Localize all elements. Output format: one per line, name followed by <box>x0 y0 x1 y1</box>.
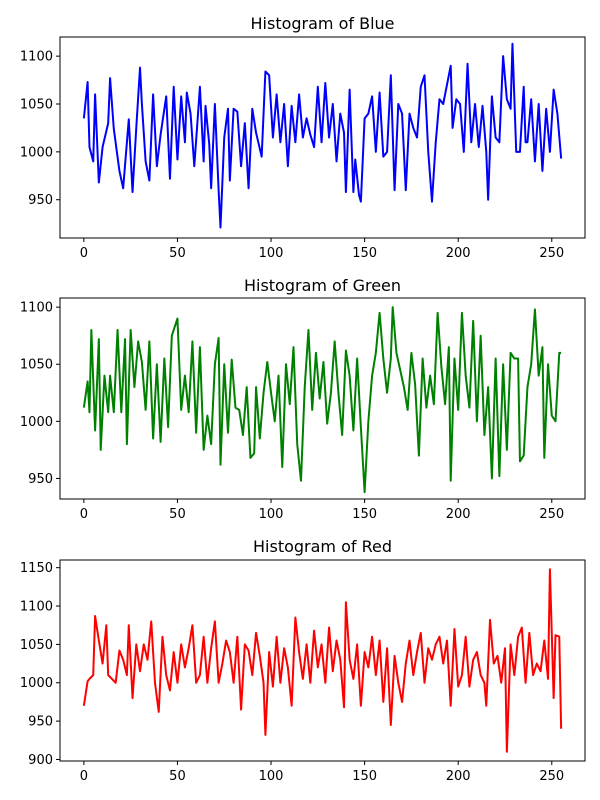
x-tick-label: 100 <box>259 246 284 261</box>
y-tick-label: 950 <box>28 193 53 208</box>
x-tick-label: 100 <box>259 507 284 522</box>
axes-frame-blue <box>59 36 586 239</box>
y-tick-label: 1100 <box>20 301 53 316</box>
x-tick-label: 250 <box>539 507 564 522</box>
y-tick-label: 1050 <box>20 358 53 373</box>
x-tick-label: 0 <box>80 769 88 784</box>
chart-title-red: Histogram of Red <box>253 537 392 556</box>
x-tick-label: 50 <box>169 769 186 784</box>
y-tick-label: 1150 <box>20 561 53 576</box>
chart-title-blue: Histogram of Blue <box>251 14 395 33</box>
x-tick-label: 150 <box>352 246 377 261</box>
y-tick-label: 950 <box>28 715 53 730</box>
x-tick-label: 50 <box>169 507 186 522</box>
series-line-blue <box>82 42 563 229</box>
chart-title-green: Histogram of Green <box>244 276 401 295</box>
x-tick-label: 150 <box>352 769 377 784</box>
axes-frame-red <box>59 559 586 762</box>
y-tick-label: 1000 <box>20 415 53 430</box>
tick-group-blue: 0 50 100 150 200 250 950 1000 1050 1100 <box>20 50 564 261</box>
subplot-blue: Histogram of Blue 0 50 100 150 200 250 950 1000… <box>20 14 586 261</box>
axes-frame-green <box>59 297 586 500</box>
y-tick-label: 1000 <box>20 145 53 160</box>
y-tick-label: 1000 <box>20 676 53 691</box>
x-tick-label: 200 <box>446 769 471 784</box>
x-tick-label: 200 <box>446 246 471 261</box>
y-tick-label: 950 <box>28 472 53 487</box>
y-tick-label: 1050 <box>20 638 53 653</box>
x-tick-label: 100 <box>259 769 284 784</box>
tick-group-green: 0 50 100 150 200 250 950 1000 1050 1100 <box>20 301 564 522</box>
y-tick-label: 1100 <box>20 600 53 615</box>
subplot-green: Histogram of Green 0 50 100 150 200 250 950 100… <box>20 276 586 522</box>
x-tick-label: 0 <box>80 246 88 261</box>
y-tick-label: 900 <box>28 753 53 768</box>
x-tick-label: 250 <box>539 246 564 261</box>
x-tick-label: 150 <box>352 507 377 522</box>
x-tick-label: 0 <box>80 507 88 522</box>
series-line-red <box>82 568 563 753</box>
series-line-green <box>82 306 562 494</box>
x-tick-label: 50 <box>169 246 186 261</box>
y-tick-label: 1100 <box>20 50 53 65</box>
y-tick-label: 1050 <box>20 98 53 113</box>
x-tick-label: 250 <box>539 769 564 784</box>
x-tick-label: 200 <box>446 507 471 522</box>
subplot-red: Histogram of Red 0 50 100 150 200 250 900 950 10… <box>20 537 586 784</box>
tick-group-red: 0 50 100 150 200 250 900 950 1000 1050 1100 1150 <box>20 561 564 784</box>
